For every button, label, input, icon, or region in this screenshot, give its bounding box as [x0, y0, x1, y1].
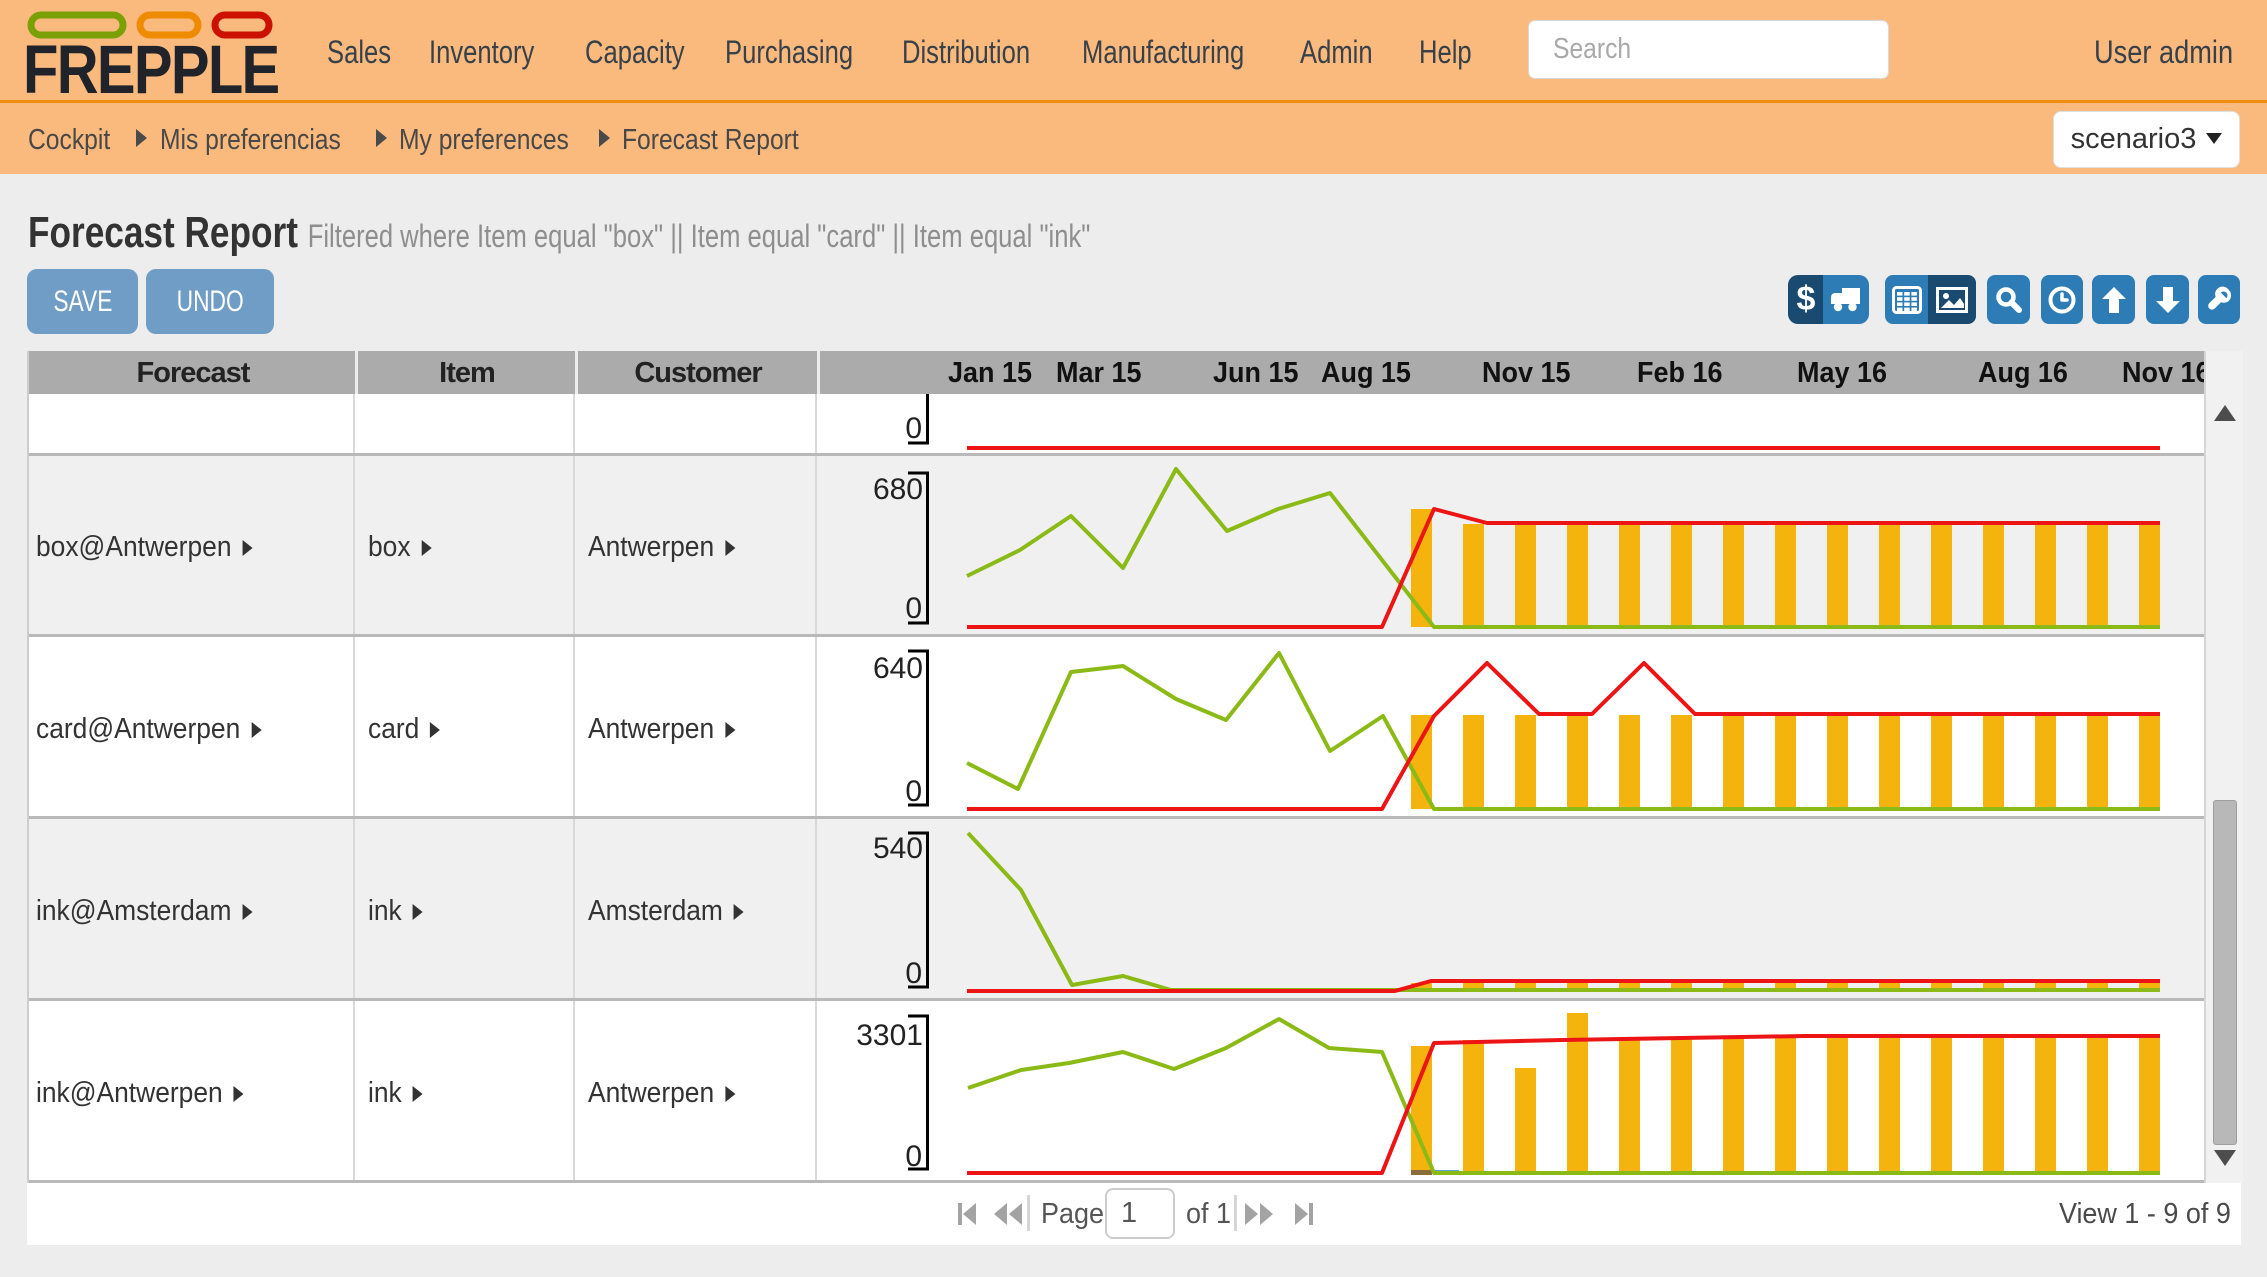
svg-text:540: 540	[873, 832, 923, 865]
svg-text:640: 640	[873, 652, 923, 685]
svg-text:0: 0	[905, 412, 922, 445]
svg-text:0: 0	[905, 775, 922, 808]
svg-text:0: 0	[905, 957, 922, 990]
svg-text:0: 0	[905, 1140, 922, 1173]
svg-text:3301: 3301	[856, 1019, 923, 1052]
svg-text:680: 680	[873, 473, 923, 506]
svg-text:0: 0	[905, 592, 922, 625]
svg-text:$: $	[1796, 283, 1815, 317]
